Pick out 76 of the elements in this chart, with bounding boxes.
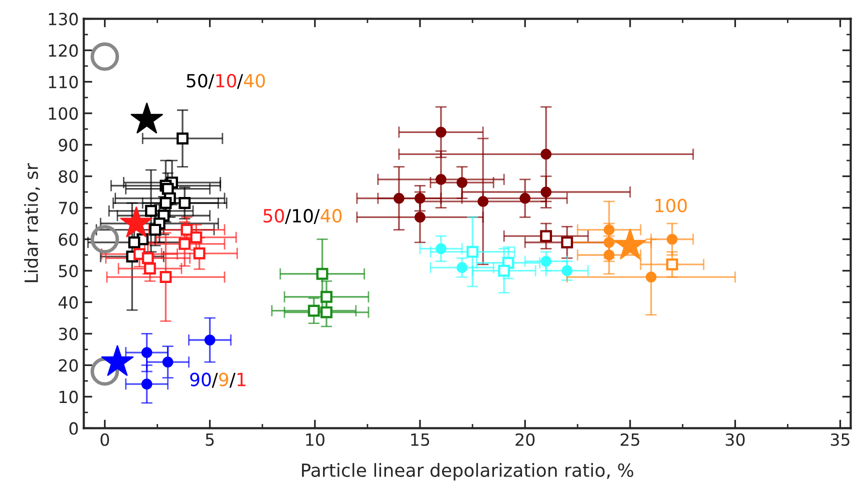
point bbox=[162, 356, 174, 368]
point bbox=[204, 334, 216, 346]
point bbox=[614, 228, 647, 260]
x-tick-label: 10 bbox=[306, 433, 324, 446]
point bbox=[142, 252, 154, 264]
point bbox=[316, 268, 328, 280]
point bbox=[180, 224, 193, 236]
point bbox=[149, 224, 162, 236]
x-tick-label: 25 bbox=[620, 433, 640, 446]
y-tick-label: 20 bbox=[58, 359, 78, 372]
point bbox=[308, 304, 320, 317]
point bbox=[120, 206, 153, 238]
point bbox=[436, 126, 446, 138]
point bbox=[145, 204, 157, 217]
y-tick-label: 90 bbox=[58, 138, 78, 152]
y-tick-label: 40 bbox=[58, 296, 78, 309]
point bbox=[604, 224, 615, 236]
point bbox=[320, 290, 332, 303]
point bbox=[540, 230, 552, 242]
y-tick-label: 0 bbox=[69, 422, 78, 435]
point bbox=[193, 247, 206, 260]
x-tick-label: 30 bbox=[726, 433, 745, 446]
point bbox=[561, 236, 574, 248]
point bbox=[666, 234, 678, 245]
y-tick-label: 110 bbox=[48, 76, 78, 88]
point bbox=[520, 192, 530, 204]
annotation: 50/10/40 bbox=[264, 208, 342, 224]
point bbox=[178, 238, 191, 250]
y-tick-label: 80 bbox=[58, 170, 78, 183]
point bbox=[456, 177, 468, 188]
point bbox=[178, 197, 191, 209]
point bbox=[498, 264, 510, 277]
y-tick-label: 60 bbox=[58, 233, 78, 246]
point bbox=[604, 236, 615, 248]
point bbox=[562, 265, 572, 276]
y-tick-label: 50 bbox=[59, 264, 78, 278]
point bbox=[466, 246, 478, 258]
y-tick-label: 130 bbox=[48, 12, 78, 26]
point bbox=[190, 231, 202, 244]
point bbox=[540, 186, 552, 198]
y-tick-label: 70 bbox=[59, 202, 78, 214]
x-tick-label: 35 bbox=[830, 433, 850, 446]
x-tick-label: 5 bbox=[206, 434, 214, 446]
y-tick-label: 100 bbox=[48, 107, 78, 120]
point bbox=[394, 192, 404, 204]
point bbox=[130, 102, 164, 134]
point bbox=[90, 42, 120, 71]
point bbox=[646, 272, 657, 282]
point bbox=[414, 192, 426, 204]
y-tick-label: 120 bbox=[48, 44, 78, 57]
point bbox=[141, 378, 152, 390]
point bbox=[176, 132, 189, 144]
point bbox=[90, 225, 120, 254]
point bbox=[540, 148, 552, 160]
annotation: 90/9/1 bbox=[190, 372, 246, 388]
point bbox=[604, 250, 615, 260]
annotation: 50/10/40 bbox=[186, 74, 265, 89]
point bbox=[141, 347, 152, 358]
point bbox=[414, 212, 426, 223]
point bbox=[666, 258, 678, 270]
point bbox=[320, 306, 332, 318]
point bbox=[478, 196, 488, 207]
x-tick-label: 0 bbox=[100, 433, 109, 446]
y-tick-label: 30 bbox=[58, 328, 78, 340]
point bbox=[456, 262, 468, 273]
y-tick-label: 10 bbox=[60, 390, 78, 404]
point bbox=[436, 243, 446, 254]
x-axis-title: Particle linear depolarization ratio, % bbox=[302, 463, 634, 481]
x-tick-label: 15 bbox=[411, 434, 430, 446]
point bbox=[160, 271, 172, 283]
y-axis-title: Lidar ratio, sr bbox=[24, 163, 40, 282]
point bbox=[144, 262, 156, 274]
point bbox=[128, 236, 140, 248]
point bbox=[436, 174, 446, 185]
annotation: 100 bbox=[656, 198, 687, 212]
x-tick-label: 20 bbox=[516, 433, 535, 446]
